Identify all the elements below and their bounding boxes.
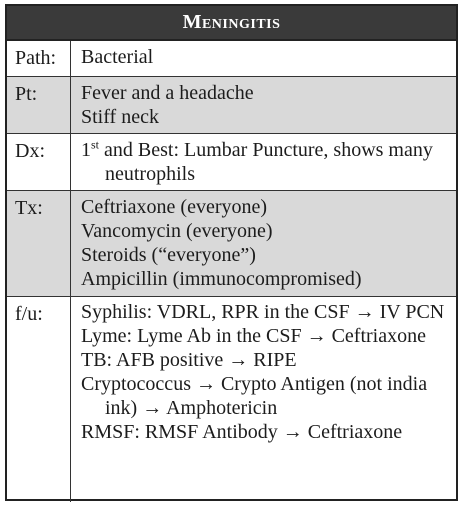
row-fu: f/u: Syphilis: VDRL, RPR in the CSF → IV… (7, 297, 456, 502)
meningitis-card: Meningitis Path: Bacterial Pt: Fever and… (5, 4, 458, 502)
card-title: Meningitis (7, 6, 456, 41)
fu-entry-text: RMSF: RMSF Antibody → Ceftriaxone (81, 421, 403, 443)
fu-entry-text: Syphilis: VDRL, RPR in the CSF → IV PCN (81, 301, 445, 323)
pt-line: Fever and a headache (81, 82, 254, 104)
tx-line: Steroids (“everyone”) (81, 244, 256, 266)
row-tx: Tx: Ceftriaxone (everyone) Vancomycin (e… (7, 191, 456, 297)
row-content-fu: Syphilis: VDRL, RPR in the CSF → IV PCN … (71, 297, 456, 502)
pt-line: Stiff neck (81, 106, 159, 128)
row-content-dx: 1st and Best: Lumbar Puncture, shows man… (71, 134, 456, 190)
fu-entry-text: TB: AFB positive → RIPE (81, 349, 297, 371)
row-label-path: Path: (7, 41, 71, 76)
fu-entry: Lyme: Lyme Ab in the CSF → Ceftriaxone (81, 324, 450, 348)
row-label-dx: Dx: (7, 134, 71, 190)
dx-ordinal: 1 (81, 139, 91, 161)
fu-entry: RMSF: RMSF Antibody → Ceftriaxone (81, 420, 450, 444)
dx-text: and Best: Lumbar Puncture, shows many ne… (99, 139, 433, 185)
dx-ordinal-suffix: st (91, 137, 100, 152)
row-content-pt: Fever and a headache Stiff neck (71, 77, 456, 133)
tx-line: Vancomycin (everyone) (81, 220, 273, 242)
row-content-tx: Ceftriaxone (everyone) Vancomycin (every… (71, 191, 456, 296)
row-dx: Dx: 1st and Best: Lumbar Puncture, shows… (7, 134, 456, 191)
fu-entry-text: Cryptococcus → Crypto Antigen (not india… (81, 373, 428, 419)
row-label-pt: Pt: (7, 77, 71, 133)
fu-entry-text: Lyme: Lyme Ab in the CSF → Ceftriaxone (81, 325, 426, 347)
row-label-fu: f/u: (7, 297, 71, 502)
row-label-tx: Tx: (7, 191, 71, 296)
fu-entry: Cryptococcus → Crypto Antigen (not india… (81, 372, 450, 420)
fu-entry: TB: AFB positive → RIPE (81, 348, 450, 372)
tx-line: Ampicillin (immunocompromised) (81, 268, 362, 290)
row-content-path: Bacterial (71, 41, 456, 76)
tx-line: Ceftriaxone (everyone) (81, 196, 268, 218)
fu-entry: Syphilis: VDRL, RPR in the CSF → IV PCN (81, 300, 450, 324)
row-path: Path: Bacterial (7, 41, 456, 77)
row-pt: Pt: Fever and a headache Stiff neck (7, 77, 456, 134)
path-line: Bacterial (81, 46, 154, 68)
dx-entry: 1st and Best: Lumbar Puncture, shows man… (81, 138, 450, 186)
